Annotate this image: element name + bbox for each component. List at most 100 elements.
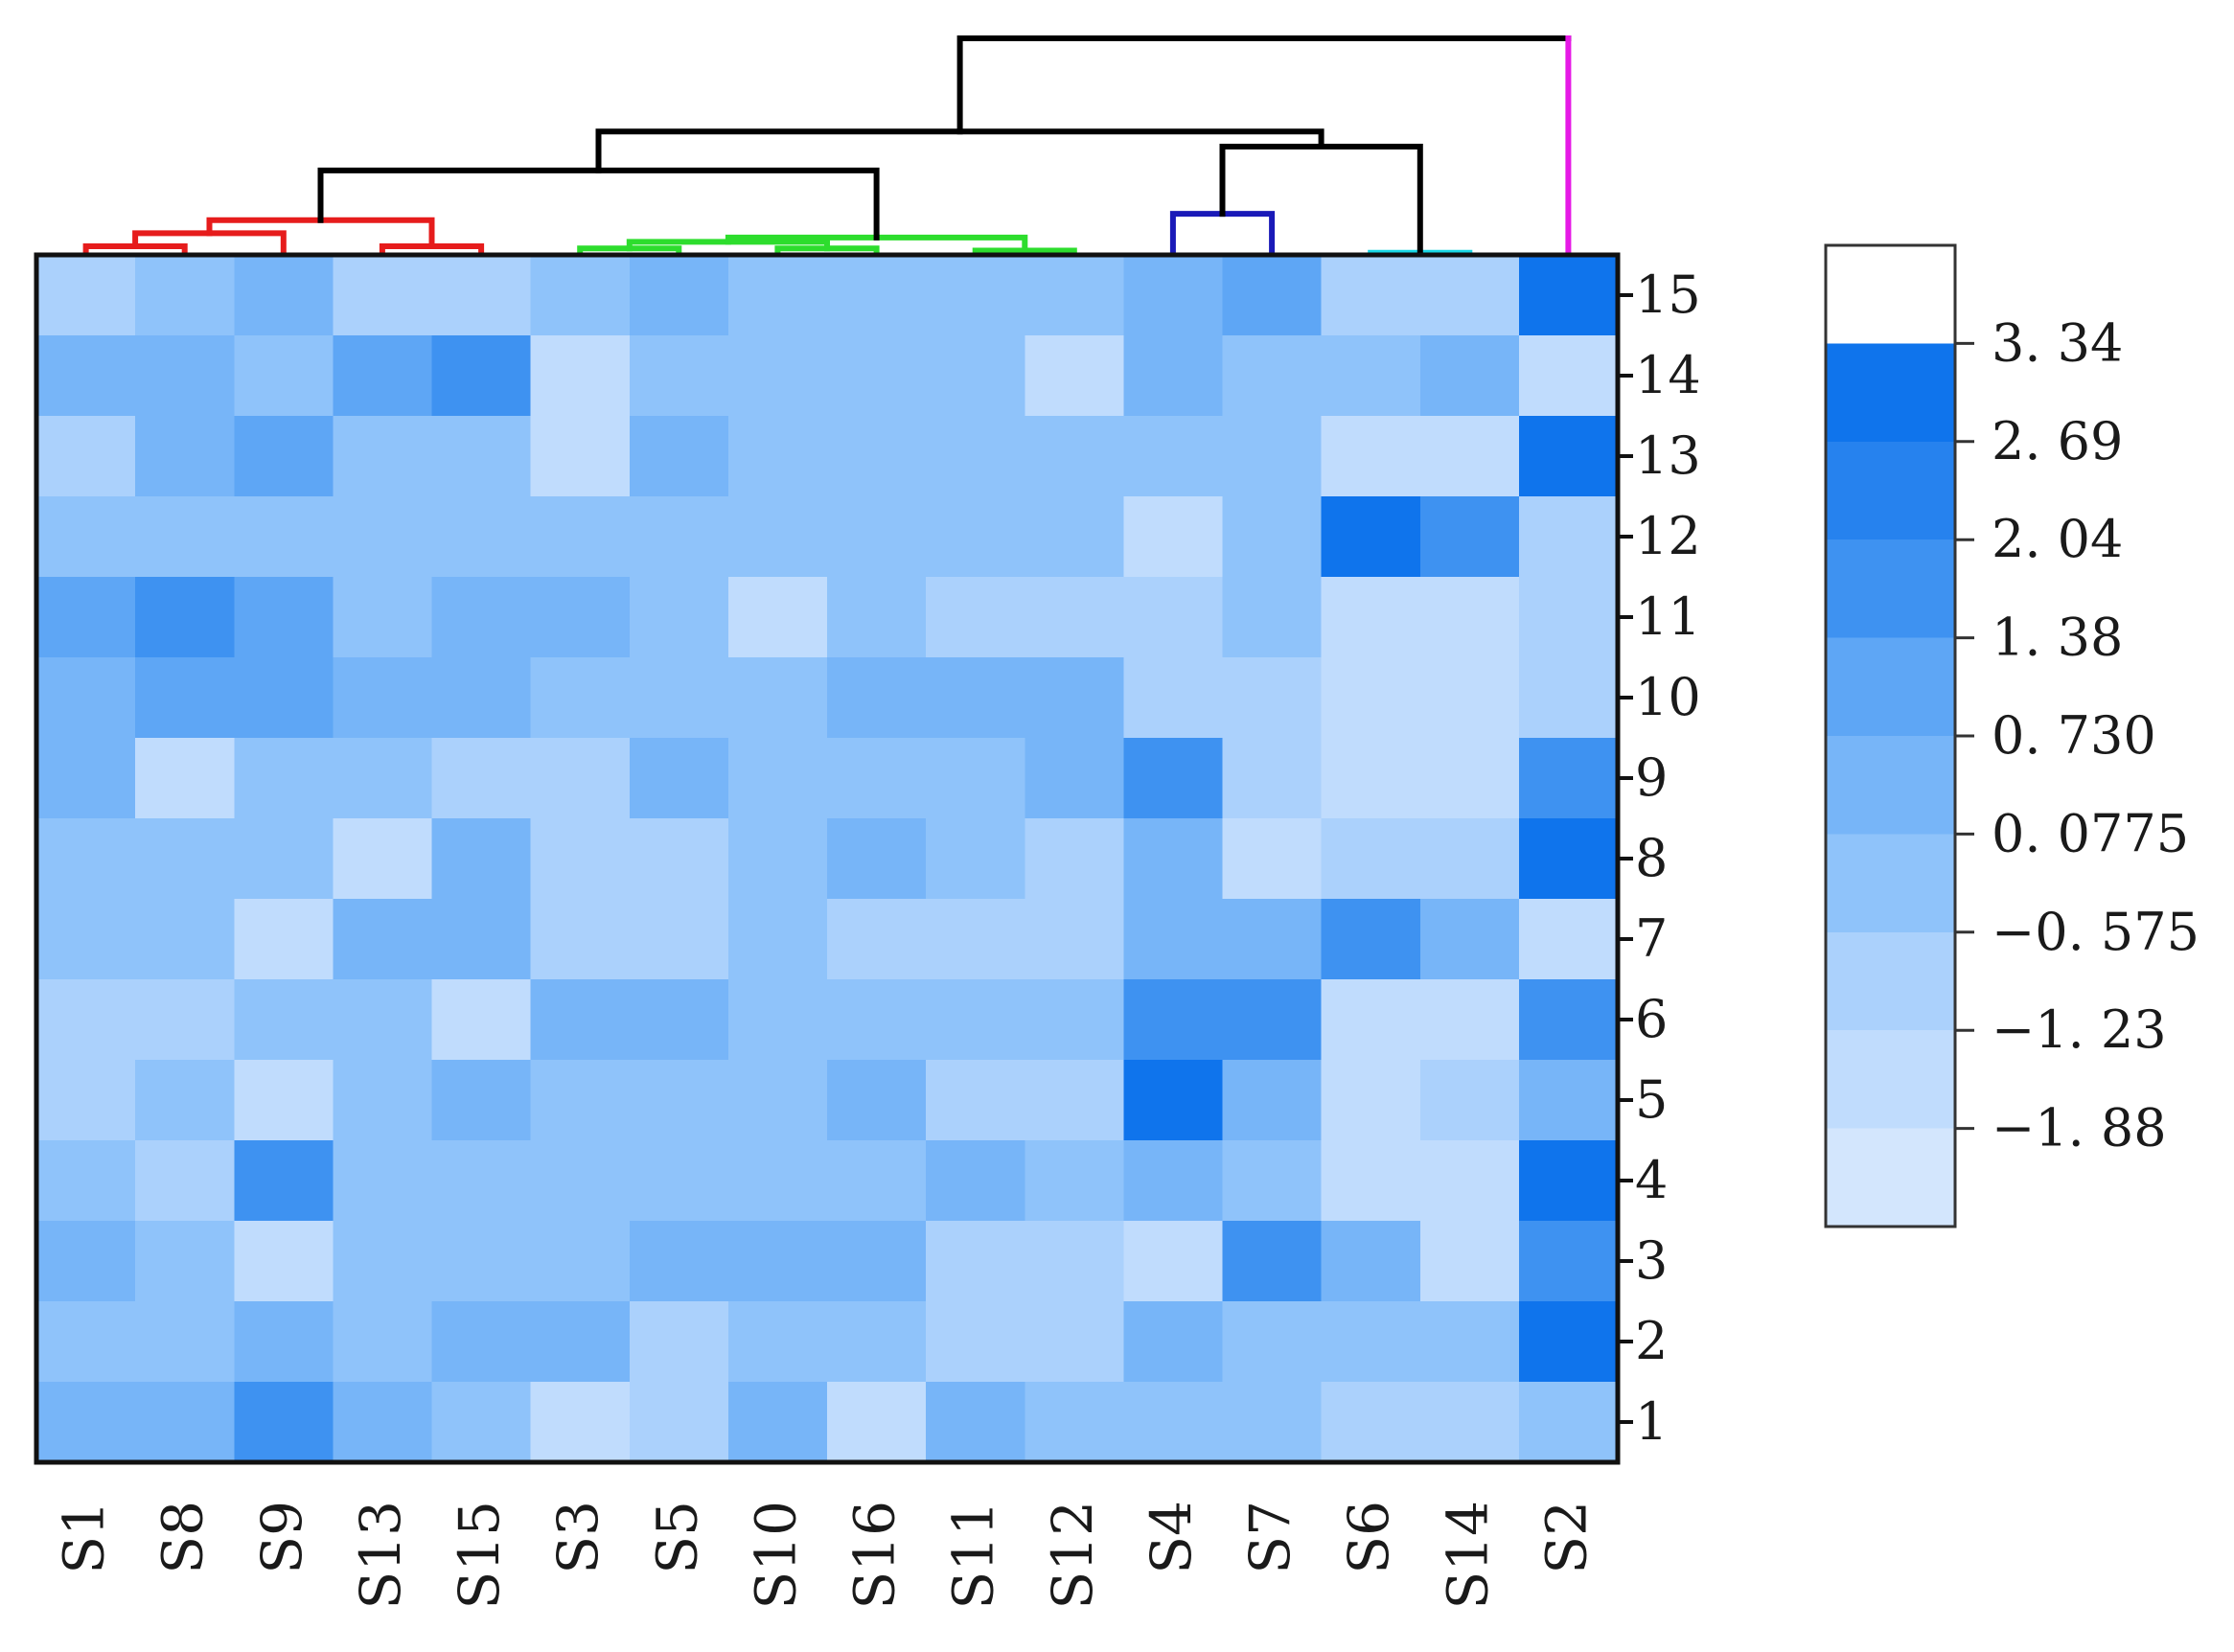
heatmap-cell-s7-row-12 — [1222, 496, 1323, 578]
heatmap-cell-s12-row-6 — [1025, 979, 1124, 1061]
heatmap-cell-s14-row-1 — [1419, 1382, 1520, 1463]
heatmap-cell-s12-row-10 — [1025, 657, 1124, 739]
heatmap-cell-s16-row-15 — [827, 255, 927, 336]
heatmap-cell-s1-row-14 — [36, 335, 136, 417]
heatmap-cell-s12-row-2 — [1025, 1301, 1124, 1383]
column-label-s14: S14 — [1435, 1501, 1500, 1610]
heatmap-cell-s3-row-14 — [530, 335, 631, 417]
heatmap-cell-s10-row-11 — [727, 577, 828, 658]
heatmap-cell-s14-row-15 — [1419, 255, 1520, 336]
heatmap-cell-s12-row-13 — [1025, 416, 1124, 497]
heatmap-cell-s15-row-8 — [431, 818, 532, 900]
heatmap-cell-s1-row-12 — [36, 496, 136, 578]
heatmap-cell-s6-row-15 — [1321, 255, 1421, 336]
row-label-15: 15 — [1635, 264, 1701, 325]
heatmap-cell-s10-row-10 — [727, 657, 828, 739]
heatmap-cell-s7-row-3 — [1222, 1221, 1323, 1302]
column-label-s13: S13 — [348, 1501, 413, 1610]
heatmap-cell-s15-row-6 — [431, 979, 532, 1061]
heatmap-cell-s3-row-8 — [530, 818, 631, 900]
heatmap-cell-s16-row-7 — [827, 899, 927, 980]
heatmap-cell-s9-row-6 — [234, 979, 334, 1061]
heatmap-cell-s4-row-1 — [1123, 1382, 1224, 1463]
heatmap-cell-s15-row-4 — [431, 1140, 532, 1222]
dendrogram-link-blue-cyan — [1219, 144, 1423, 256]
heatmap-cell-s4-row-12 — [1123, 496, 1224, 578]
heatmap-cell-s6-row-14 — [1321, 335, 1421, 417]
heatmap-cell-s10-row-5 — [727, 1060, 828, 1141]
heatmap-cell-s10-row-6 — [727, 979, 828, 1061]
heatmap-cell-s13-row-4 — [333, 1140, 433, 1222]
heatmap-cell-s1-row-8 — [36, 818, 136, 900]
heatmap-cell-s2-row-7 — [1518, 899, 1619, 980]
heatmap-cell-s8-row-5 — [135, 1060, 235, 1141]
heatmap-cell-s16-row-2 — [827, 1301, 927, 1383]
dendrogram-link-red-green — [317, 167, 880, 241]
heatmap-cell-s14-row-12 — [1419, 496, 1520, 578]
heatmap-cell-s10-row-9 — [727, 738, 828, 819]
heatmap-cell-s14-row-13 — [1419, 416, 1520, 497]
heatmap-cell-s16-row-9 — [827, 738, 927, 819]
heatmap-cell-s9-row-4 — [234, 1140, 334, 1222]
colorbar-bin — [1826, 343, 1955, 443]
heatmap-cell-s7-row-15 — [1222, 255, 1323, 336]
column-label-s15: S15 — [447, 1501, 512, 1610]
heatmap-cell-s9-row-5 — [234, 1060, 334, 1141]
colorbar-bin — [1826, 834, 1955, 933]
heatmap-cell-s7-row-10 — [1222, 657, 1323, 739]
heatmap-cell-s14-row-2 — [1419, 1301, 1520, 1383]
heatmap-cell-s13-row-10 — [333, 657, 433, 739]
heatmap-cell-s3-row-2 — [530, 1301, 631, 1383]
column-label-s7: S7 — [1237, 1501, 1302, 1574]
heatmap-cell-s9-row-12 — [234, 496, 334, 578]
heatmap-cell-s1-row-5 — [36, 1060, 136, 1141]
row-tick-marks — [1618, 293, 1633, 1424]
dendrogram-link-root — [956, 35, 1572, 135]
colorbar-tick-label: −1. 23 — [1992, 999, 2167, 1060]
heatmap-cell-s5-row-9 — [629, 738, 729, 819]
column-label-s4: S4 — [1139, 1501, 1204, 1574]
heatmap-cell-s1-row-2 — [36, 1301, 136, 1383]
heatmap-cell-s3-row-7 — [530, 899, 631, 980]
heatmap-cell-s6-row-1 — [1321, 1382, 1421, 1463]
heatmap-cell-s4-row-4 — [1123, 1140, 1224, 1222]
heatmap-cell-s14-row-5 — [1419, 1060, 1520, 1141]
column-label-s3: S3 — [545, 1501, 610, 1574]
heatmap-cell-s5-row-13 — [629, 416, 729, 497]
heatmap-cell-s7-row-6 — [1222, 979, 1323, 1061]
heatmap-cell-s4-row-8 — [1123, 818, 1224, 900]
heatmap-cell-s9-row-1 — [234, 1382, 334, 1463]
row-label-1: 1 — [1635, 1391, 1668, 1452]
heatmap-cell-s3-row-4 — [530, 1140, 631, 1222]
heatmap-cell-s5-row-12 — [629, 496, 729, 578]
heatmap-cell-s13-row-6 — [333, 979, 433, 1061]
row-labels: 15 14 13 12 11 10 9 8 7 6 5 4 3 2 1 — [1635, 264, 1701, 1452]
heatmap-cell-s11-row-5 — [926, 1060, 1025, 1141]
colorbar-tick-label: 0. 730 — [1992, 705, 2156, 766]
heatmap-cell-s13-row-8 — [333, 818, 433, 900]
dendrogram-link-s4-s7 — [1169, 211, 1276, 258]
heatmap-cell-s5-row-14 — [629, 335, 729, 417]
heatmap-cell-s15-row-2 — [431, 1301, 532, 1383]
heatmap-cell-s14-row-9 — [1419, 738, 1520, 819]
heatmap-cell-s13-row-15 — [333, 255, 433, 336]
heatmap-cell-s3-row-15 — [530, 255, 631, 336]
heatmap-cell-s16-row-8 — [827, 818, 927, 900]
heatmap-cell-s5-row-5 — [629, 1060, 729, 1141]
colorbar-tick-label: 0. 0775 — [1992, 803, 2189, 863]
heatmap-cell-s5-row-15 — [629, 255, 729, 336]
heatmap-cell-s9-row-15 — [234, 255, 334, 336]
heatmap-cell-s12-row-12 — [1025, 496, 1124, 578]
heatmap-cell-s15-row-3 — [431, 1221, 532, 1302]
column-label-s5: S5 — [644, 1501, 709, 1574]
heatmap-cell-s2-row-10 — [1518, 657, 1619, 739]
heatmap-cell-s4-row-13 — [1123, 416, 1224, 497]
heatmap-cell-s6-row-7 — [1321, 899, 1421, 980]
heatmap-cell-s7-row-1 — [1222, 1382, 1323, 1463]
heatmap-cell-s14-row-14 — [1419, 335, 1520, 417]
heatmap-cell-s9-row-3 — [234, 1221, 334, 1302]
heatmap-cell-s10-row-15 — [727, 255, 828, 336]
heatmap-cell-s1-row-9 — [36, 738, 136, 819]
heatmap-cell-s4-row-3 — [1123, 1221, 1224, 1302]
heatmap-cell-s3-row-12 — [530, 496, 631, 578]
